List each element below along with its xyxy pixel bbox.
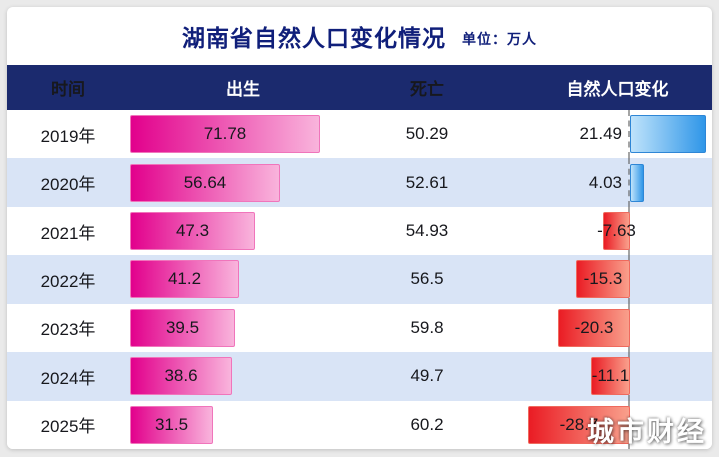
watermark: 城市财经 — [587, 417, 707, 447]
negative-change-bar: -28.7 — [528, 405, 630, 444]
change-value: -7.63 — [597, 221, 636, 241]
death-value: 60.2 — [410, 414, 444, 434]
year-label: 2024年 — [40, 368, 96, 388]
negative-change-bar: -15.3 — [576, 260, 630, 299]
death-value: 50.29 — [405, 124, 449, 144]
death-value: 56.5 — [410, 269, 444, 289]
birth-cell: 71.78 — [129, 110, 357, 158]
death-cell: 59.8 — [357, 304, 497, 352]
birth-value: 31.5 — [154, 414, 189, 434]
change-value: 4.03 — [588, 172, 622, 192]
change-cell: -15.3 — [497, 255, 712, 304]
negative-change-bar: -20.3 — [558, 308, 630, 347]
negative-change-bar: -11.1 — [591, 357, 630, 396]
death-value: 54.93 — [405, 221, 449, 241]
change-cell: -11.1 — [497, 352, 712, 401]
birth-bar: 47.3 — [130, 212, 255, 251]
birth-bar: 71.78 — [130, 115, 320, 154]
death-cell: 49.7 — [357, 352, 497, 400]
birth-bar: 56.64 — [130, 163, 280, 202]
year-label: 2023年 — [40, 320, 96, 340]
negative-change-bar: -7.63 — [597, 212, 636, 251]
unit-label: 单位：万人 — [462, 30, 537, 47]
column-header-death: 死亡 — [410, 80, 444, 99]
zero-axis-line — [628, 110, 630, 159]
table-header: 时间 出生 死亡 自然人口变化 — [7, 65, 712, 110]
year-label: 2022年 — [40, 271, 96, 291]
year-label: 2021年 — [40, 223, 96, 243]
birth-value: 47.3 — [175, 221, 210, 241]
birth-cell: 56.64 — [129, 158, 357, 206]
death-cell: 60.2 — [357, 401, 497, 449]
chart-card: 湖南省自然人口变化情况 单位：万人 时间 出生 死亡 自然人口变化 2019年 7… — [7, 7, 712, 449]
change-value: -28.7 — [559, 414, 599, 434]
birth-cell: 38.6 — [129, 352, 357, 400]
page-title: 湖南省自然人口变化情况 — [182, 25, 446, 51]
column-header-change: 自然人口变化 — [566, 80, 669, 99]
death-cell: 50.29 — [357, 110, 497, 158]
column-header-birth: 出生 — [226, 80, 260, 99]
table-row: 2024年 38.6 49.7 -11.1 — [7, 352, 712, 401]
birth-value: 71.78 — [203, 124, 247, 144]
change-value: -11.1 — [591, 366, 630, 386]
table-row: 2020年 56.64 52.61 4.03 — [7, 158, 712, 207]
positive-change-bar — [630, 163, 644, 202]
table-row: 2021年 47.3 54.93 -7.63 — [7, 206, 712, 256]
change-cell: -7.63 — [497, 206, 712, 256]
birth-bar: 31.5 — [130, 405, 213, 444]
birth-value: 41.2 — [167, 269, 202, 289]
change-value: -15.3 — [583, 269, 623, 289]
birth-value: 38.6 — [164, 366, 198, 386]
change-value: -20.3 — [574, 317, 614, 337]
change-cell: -20.3 — [497, 303, 712, 353]
death-value: 52.61 — [405, 172, 449, 192]
year-label: 2019年 — [40, 126, 96, 146]
change-value: 21.49 — [579, 124, 622, 144]
birth-cell: 31.5 — [129, 401, 357, 449]
year-label: 2025年 — [40, 417, 96, 437]
birth-value: 39.5 — [165, 317, 200, 337]
death-cell: 52.61 — [357, 158, 497, 206]
year-label: 2020年 — [40, 175, 96, 195]
table-row: 2019年 71.78 50.29 21.49 — [7, 110, 712, 159]
death-value: 49.7 — [410, 366, 444, 386]
change-cell: -28.7 — [497, 400, 712, 449]
table-row: 2022年 41.2 56.5 -15.3 — [7, 255, 712, 304]
column-header-time: 时间 — [51, 80, 85, 99]
positive-change-bar — [630, 115, 706, 154]
birth-cell: 39.5 — [129, 304, 357, 352]
death-cell: 54.93 — [357, 207, 497, 255]
birth-cell: 47.3 — [129, 207, 357, 255]
table-body: 2019年 71.78 50.29 21.49 2020年 56.64 52.61 4.03 2… — [7, 110, 712, 449]
change-cell: 4.03 — [497, 158, 712, 207]
birth-bar: 41.2 — [130, 260, 239, 299]
birth-bar: 39.5 — [130, 308, 235, 347]
table-row: 2025年 31.5 60.2 -28.7 — [7, 400, 712, 449]
birth-cell: 41.2 — [129, 255, 357, 303]
zero-axis-line — [628, 158, 630, 207]
birth-bar: 38.6 — [130, 357, 232, 396]
birth-value: 56.64 — [183, 172, 227, 192]
change-cell: 21.49 — [497, 110, 712, 159]
death-value: 59.8 — [410, 317, 444, 337]
death-cell: 56.5 — [357, 255, 497, 303]
table-row: 2023年 39.5 59.8 -20.3 — [7, 303, 712, 353]
title-bar: 湖南省自然人口变化情况 单位：万人 — [7, 7, 712, 65]
